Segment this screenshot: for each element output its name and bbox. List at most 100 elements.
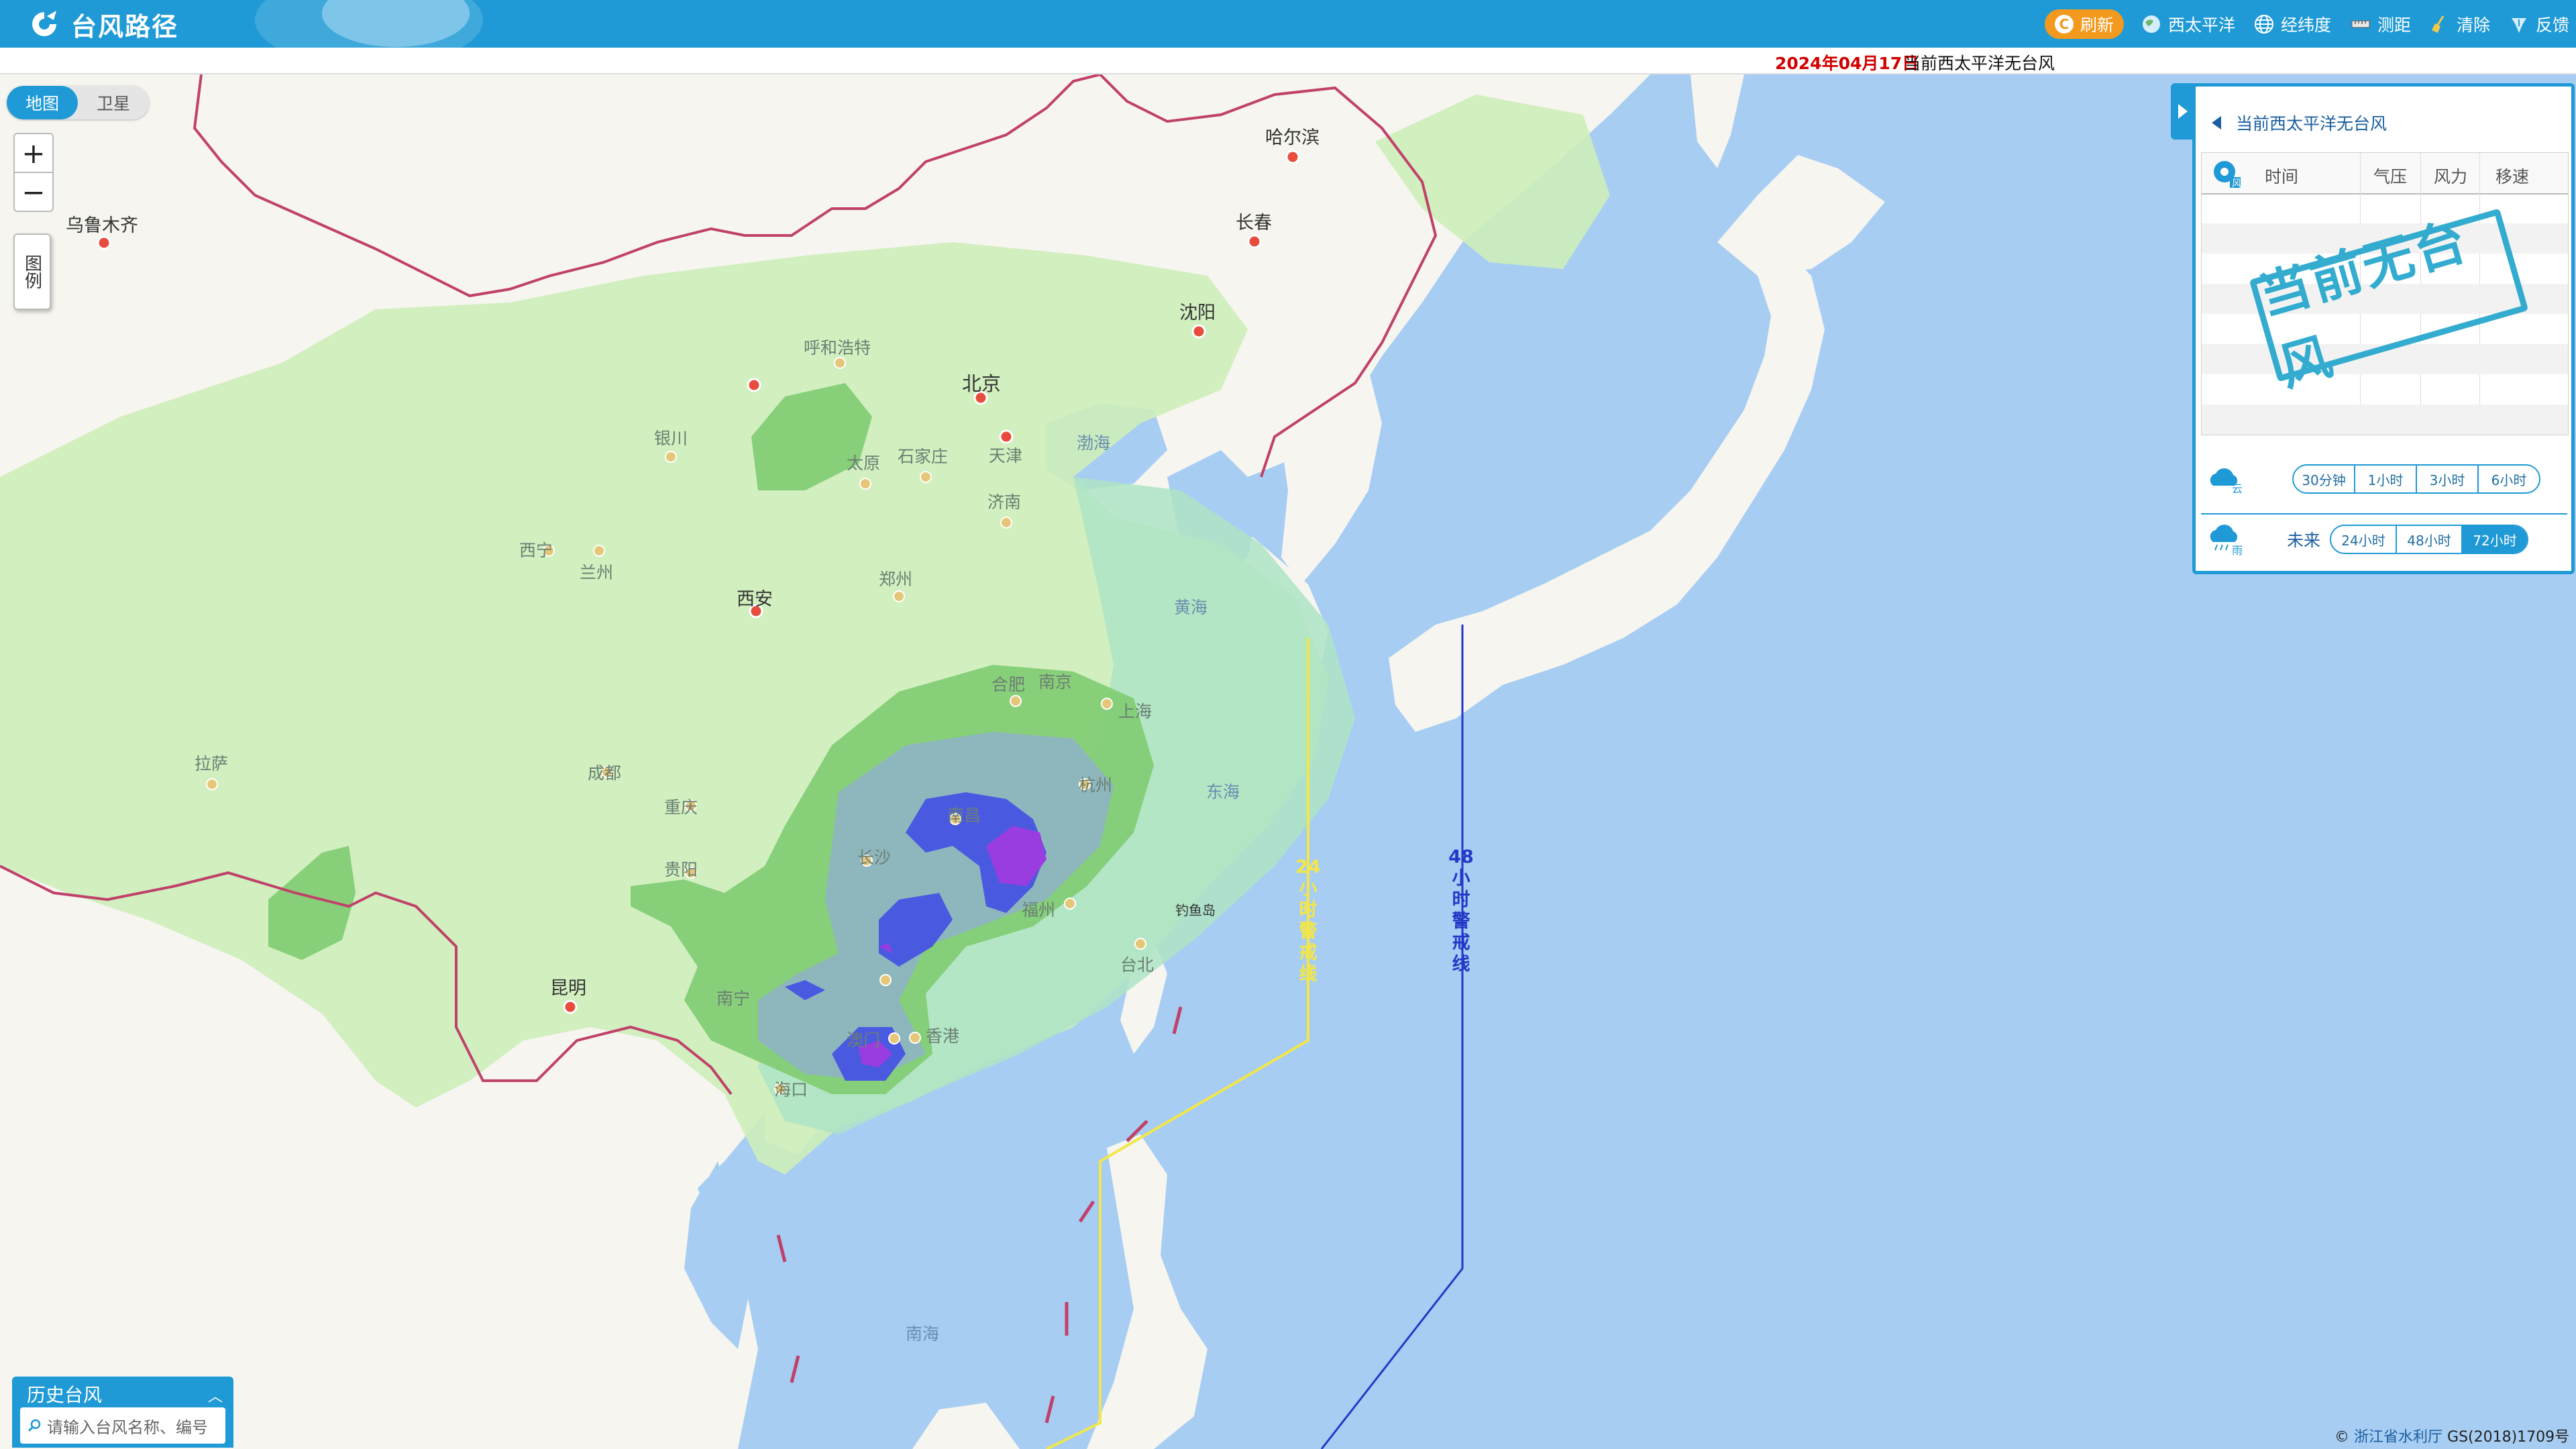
svg-text:警: 警 [1299, 921, 1318, 942]
feedback-icon [2512, 18, 2526, 33]
svg-text:警: 警 [1452, 911, 1470, 932]
typhoon-table: 风 时间 气压 风力 移速 [2201, 152, 2569, 435]
collapse-arrow-icon [2178, 104, 2188, 119]
cloud-time-selector: 30分钟 1小时 3小时 6小时 [2292, 464, 2540, 494]
map-type-satellite[interactable]: 卫星 [96, 94, 130, 113]
land-hokkaido [1717, 155, 1885, 276]
table-header: 风 时间 气压 风力 移速 [2202, 153, 2568, 195]
app-logo: 台风路径 [27, 7, 178, 42]
header-swirl-decoration [255, 0, 483, 48]
svg-text:时: 时 [1452, 890, 1470, 910]
credit-license: GS(2018)1709号 [2447, 1429, 2570, 1446]
land-japan [1389, 249, 1825, 732]
refresh-icon: C [2054, 15, 2074, 34]
map-type-map[interactable]: 地图 [7, 86, 78, 119]
measure-label: 测距 [2377, 15, 2412, 35]
chevron-up-icon[interactable]: ︿ [207, 1389, 223, 1405]
city-markers-minor [206, 357, 1146, 1095]
map-credit: © 浙江省水利厅 GS(2018)1709号 [2334, 1429, 2570, 1446]
globe-icon [2143, 15, 2160, 33]
ruler-icon [2351, 20, 2370, 28]
warning-line-48h [1320, 625, 1464, 1449]
broom-icon [2432, 15, 2445, 33]
svg-text:线: 线 [1299, 964, 1318, 985]
svg-text:时: 时 [1299, 900, 1318, 920]
table-row [2202, 284, 2568, 314]
lat-lon-button[interactable]: 经纬度 [2254, 9, 2331, 39]
svg-text:小: 小 [1452, 868, 1470, 889]
info-bar: 2024年04月17日 当前西太平洋无台风 [0, 48, 2576, 74]
map-type-switch: 地图 卫星 [7, 86, 149, 119]
history-typhoon-box: 历史台风 ︿ 请输入台风名称、编号 [12, 1377, 233, 1448]
feedback-label: 反馈 [2536, 15, 2570, 35]
land-sakhalin [1690, 74, 1744, 168]
history-search-placeholder: 请输入台风名称、编号 [47, 1417, 208, 1437]
rain-option[interactable]: 24小时 [2341, 532, 2385, 549]
future-label: 未来 [2287, 531, 2321, 550]
col-pressure: 气压 [2373, 167, 2408, 186]
typhoon-wind-icon: 风 [2214, 161, 2241, 189]
warning-line-24h [1046, 638, 1309, 1449]
measure-button[interactable]: 测距 [2351, 9, 2411, 39]
rain-row: 雨 未来 24小时 48小时 72小时 [2205, 516, 2566, 563]
panel-collapse-handle[interactable] [2171, 83, 2195, 140]
west-pacific-label: 西太平洋 [2168, 15, 2236, 35]
col-speed: 移速 [2496, 167, 2530, 186]
cloud-option[interactable]: 3小时 [2416, 466, 2477, 492]
zoom-out-button[interactable]: − [21, 175, 46, 209]
rain-option[interactable]: 48小时 [2396, 526, 2461, 553]
refresh-button[interactable]: C 刷新 [2045, 9, 2124, 39]
nine-dash-line [776, 1006, 1183, 1424]
refresh-label: 刷新 [2080, 15, 2114, 35]
cloud-option[interactable]: 6小时 [2477, 466, 2539, 492]
app-title: 台风路径 [71, 11, 179, 42]
search-icon [28, 1419, 41, 1432]
borders [0, 74, 1438, 1095]
clear-label: 清除 [2457, 15, 2491, 35]
zoom-control: + − [13, 133, 54, 212]
panel-header: 当前西太平洋无台风 [2212, 111, 2387, 135]
col-wind: 风力 [2434, 167, 2468, 186]
cloud-icon: 云 [2210, 468, 2243, 495]
zoom-in-button[interactable]: + [15, 134, 52, 173]
rainfall-layer [0, 95, 1610, 1175]
typhoon-status: 当前西太平洋无台风 [1904, 54, 2055, 73]
current-date: 2024年04月17日 [1775, 54, 1919, 73]
latlon-globe-icon [2255, 15, 2273, 34]
panel-title: 当前西太平洋无台风 [2236, 114, 2387, 133]
table-row [2202, 344, 2568, 374]
clear-button[interactable]: 清除 [2430, 9, 2490, 39]
typhoon-info-panel: 当前西太平洋无台风 风 时间 气压 风力 移速 当前无台风 云 30分钟 1小时 [2192, 83, 2575, 574]
expand-arrow-icon[interactable] [2212, 116, 2221, 129]
svg-text:24: 24 [1295, 857, 1321, 877]
history-search-field[interactable]: 请输入台风名称、编号 [20, 1407, 225, 1444]
svg-text:雨: 雨 [2232, 544, 2243, 555]
history-title: 历史台风 [27, 1384, 103, 1406]
svg-text:风: 风 [2232, 178, 2241, 189]
rain-cloud-icon: 雨 [2210, 525, 2243, 555]
cloud-option[interactable]: 30分钟 [2302, 472, 2346, 488]
city-markers [97, 150, 1300, 1014]
typhoon-logo-icon [32, 11, 56, 36]
west-pacific-button[interactable]: 西太平洋 [2141, 9, 2235, 39]
svg-text:48: 48 [1448, 847, 1474, 867]
credit-org[interactable]: 浙江省水利厅 [2354, 1429, 2443, 1446]
legend-button[interactable]: 图例 [13, 233, 51, 310]
svg-text:小: 小 [1299, 878, 1318, 899]
lat-lon-label: 经纬度 [2281, 15, 2332, 35]
feedback-button[interactable]: 反馈 [2509, 9, 2569, 39]
cloud-row: 云 30分钟 1小时 3小时 6小时 [2205, 455, 2566, 502]
svg-text:戒: 戒 [1452, 932, 1470, 953]
land-korea [1275, 356, 1382, 584]
rain-time-selector: 24小时 48小时 72小时 [2330, 525, 2529, 554]
col-time: 时间 [2265, 167, 2299, 186]
svg-text:线: 线 [1452, 954, 1470, 975]
svg-text:戒: 戒 [1299, 943, 1318, 963]
top-bar: 台风路径 C 刷新 西太平洋 经纬度 测距 清除 反馈 [0, 0, 2576, 48]
land-philippines [1087, 1134, 1208, 1449]
rain-option-selected[interactable]: 72小时 [2461, 526, 2528, 553]
cloud-option[interactable]: 1小时 [2354, 466, 2416, 492]
